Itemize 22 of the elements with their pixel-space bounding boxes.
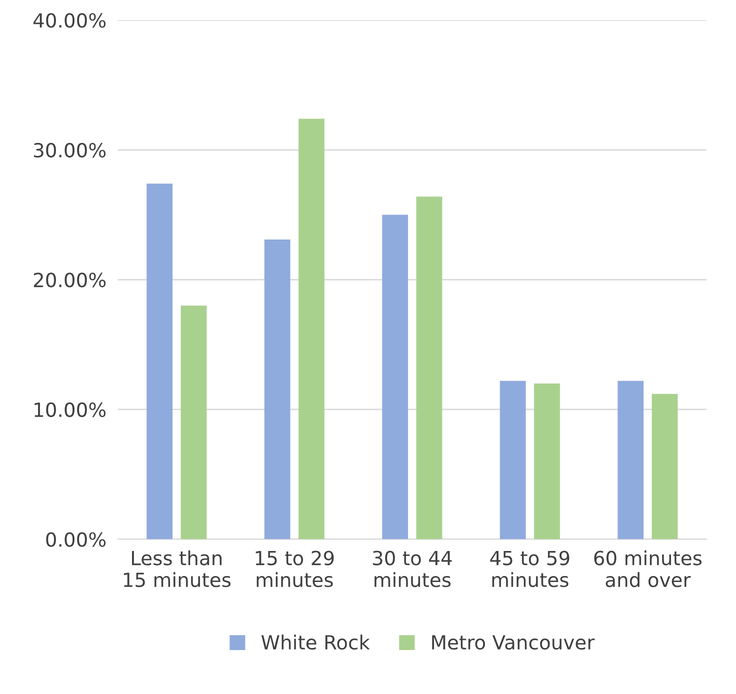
y-tick-label: 30.00% <box>34 142 106 158</box>
bar <box>534 384 560 540</box>
x-tick-label: 15 to 29 minutes <box>256 550 334 588</box>
x-tick-label: 30 to 44 minutes <box>372 550 452 588</box>
y-tick-label: 0.00% <box>46 532 106 547</box>
bar <box>180 306 207 540</box>
bar <box>298 118 324 540</box>
y-tick-label: 10.00% <box>34 402 106 418</box>
bar <box>416 196 442 540</box>
legend-label: Metro Vancouver <box>432 635 595 650</box>
bar <box>618 380 644 540</box>
x-tick-label: 60 minutes and over <box>594 550 702 588</box>
bar <box>652 394 678 540</box>
bar <box>382 214 408 540</box>
x-tick-label: Less than 15 minutes <box>124 550 231 588</box>
y-tick-label: 40.00% <box>33 13 106 28</box>
bar <box>500 380 526 540</box>
bar <box>146 184 173 540</box>
x-tick-label: 45 to 59 minutes <box>490 550 570 588</box>
legend-label: White Rock <box>261 634 370 650</box>
y-tick-label: 20.00% <box>34 272 106 288</box>
bar <box>264 239 290 540</box>
